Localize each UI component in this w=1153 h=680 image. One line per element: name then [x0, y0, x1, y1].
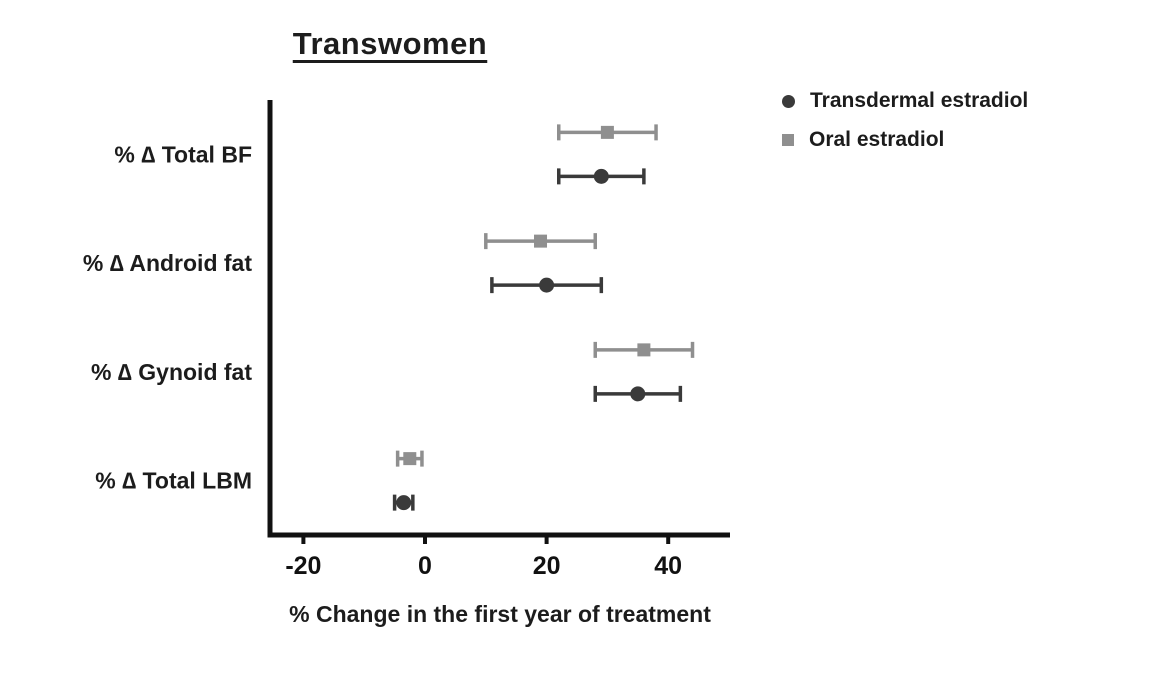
marker-circle: [593, 168, 609, 184]
marker-square: [600, 125, 614, 139]
legend-square-marker-icon: [782, 134, 794, 146]
marker-circle: [396, 495, 412, 511]
marker-circle: [630, 386, 646, 402]
marker-square: [534, 234, 548, 248]
category-label: % ∆ Android fat: [83, 250, 252, 276]
marker-square: [637, 343, 651, 357]
category-label: % ∆ Total BF: [114, 141, 252, 167]
marker-square: [403, 452, 417, 466]
x-tick-label: -20: [285, 552, 321, 580]
legend-label-transdermal: Transdermal estradiol: [810, 89, 1029, 112]
chart-title: Transwomen: [292, 26, 488, 61]
marker-circle: [539, 277, 555, 293]
category-label: % ∆ Gynoid fat: [91, 359, 252, 385]
x-tick-label: 0: [418, 552, 432, 580]
legend-item-oral: Oral estradiol: [782, 127, 1028, 153]
legend-circle-marker-icon: [782, 94, 795, 108]
x-axis-title: % Change in the first year of treatment: [289, 601, 711, 627]
x-tick-label: 40: [654, 552, 682, 580]
legend-item-transdermal: Transdermal estradiol: [782, 88, 1028, 114]
legend-label-oral: Oral estradiol: [809, 128, 945, 151]
category-label: % ∆ Total LBM: [95, 468, 252, 494]
x-tick-label: 20: [533, 552, 561, 580]
legend: Transdermal estradiol Oral estradiol: [782, 88, 1028, 166]
